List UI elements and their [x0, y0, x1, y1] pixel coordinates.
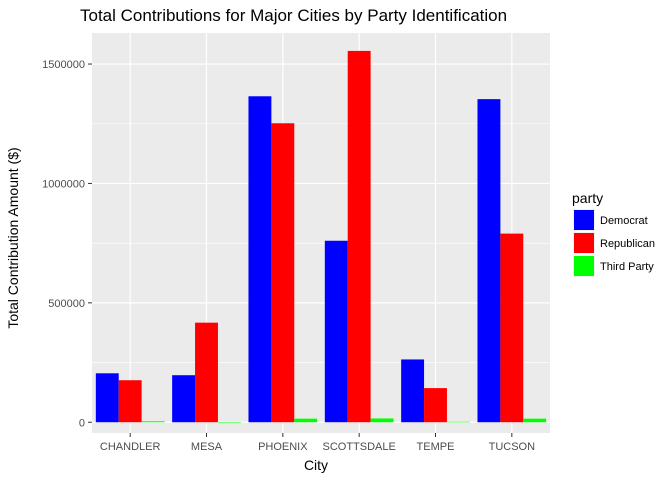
y-tick-label: 500000: [48, 298, 85, 310]
legend-label: Third Party: [600, 261, 654, 273]
y-tick-label: 1000000: [42, 178, 85, 190]
legend-title: party: [572, 190, 603, 206]
legend-key-democrat: [574, 210, 594, 230]
bar-democrat-mesa: [172, 375, 196, 423]
bar-republican-phoenix: [271, 123, 295, 423]
legend-key-republican: [574, 233, 594, 253]
bar-third-party-chandler: [141, 421, 165, 423]
x-tick-label: TEMPE: [417, 441, 455, 453]
plot-panel: [92, 33, 550, 433]
x-tick-label: SCOTTSDALE: [322, 441, 395, 453]
legend-label: Democrat: [600, 215, 648, 227]
x-axis-title: City: [304, 457, 328, 473]
x-tick-label: PHOENIX: [258, 441, 308, 453]
legend-label: Republican: [600, 238, 655, 250]
bar-republican-mesa: [195, 322, 218, 423]
legend-key-third-party: [574, 256, 594, 276]
panel-background: [92, 33, 550, 433]
bar-democrat-chandler: [95, 373, 119, 423]
y-tick-label: 1500000: [42, 59, 85, 71]
x-tick-label: CHANDLER: [100, 441, 161, 453]
y-axis: 0 500000 1000000 1500000: [42, 59, 92, 429]
bar-democrat-scottsdale: [324, 240, 348, 423]
bar-democrat-tucson: [477, 99, 501, 423]
y-axis-title: Total Contribution Amount ($): [5, 147, 21, 328]
bar-republican-tempe: [424, 388, 447, 423]
chart-title: Total Contributions for Major Cities by …: [80, 6, 507, 25]
bar-democrat-tempe: [401, 359, 425, 423]
y-tick-label: 0: [79, 417, 85, 429]
bar-republican-tucson: [500, 233, 524, 423]
x-axis: CHANDLER MESA PHOENIX SCOTTSDALE TEMPE TUCSON: [100, 433, 535, 453]
x-tick-label: MESA: [191, 441, 223, 453]
bar-democrat-phoenix: [248, 96, 272, 423]
bar-third-party-tempe: [446, 421, 470, 423]
bar-third-party-scottsdale: [370, 418, 394, 423]
legend: party Democrat Republican Third Party: [572, 190, 655, 277]
bar-third-party-phoenix: [294, 418, 318, 423]
bar-republican-scottsdale: [347, 50, 371, 423]
bars-group: [95, 50, 547, 423]
bar-third-party-tucson: [523, 418, 547, 423]
x-tick-label: TUCSON: [489, 441, 536, 453]
bar-republican-chandler: [118, 380, 142, 423]
bar-third-party-mesa: [217, 422, 241, 423]
